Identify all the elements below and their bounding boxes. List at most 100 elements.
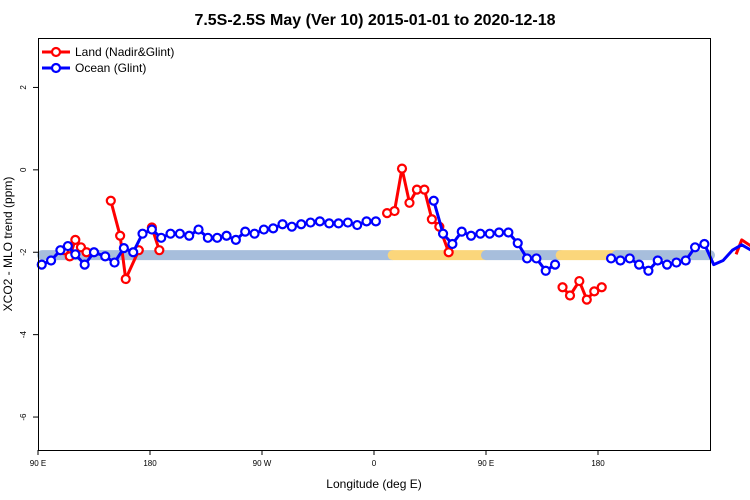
legend-item: Ocean (Glint) xyxy=(42,61,146,75)
y-tick-label: -6 xyxy=(19,413,28,421)
data-point xyxy=(426,214,437,225)
y-axis-label: XCO2 - MLO trend (ppm) xyxy=(1,177,15,312)
legend-swatch-marker xyxy=(50,62,62,74)
data-point xyxy=(314,216,325,227)
data-point xyxy=(230,234,241,245)
data-point xyxy=(62,240,73,252)
data-point xyxy=(564,290,576,301)
data-point xyxy=(484,228,495,239)
data-point xyxy=(184,230,195,241)
x-tick-label: 90 E xyxy=(478,459,494,468)
x-axis: 90 E 180 90 W 0 90 E 180 xyxy=(30,450,605,468)
data-point xyxy=(258,224,269,235)
data-point xyxy=(156,232,167,243)
data-point xyxy=(475,228,486,239)
data-point xyxy=(79,259,90,270)
data-point xyxy=(521,253,533,264)
data-point xyxy=(105,195,116,206)
data-point xyxy=(352,219,363,231)
data-point xyxy=(277,219,288,230)
data-point xyxy=(221,230,232,241)
y-tick-label: -4 xyxy=(19,331,28,339)
data-point xyxy=(342,217,353,228)
data-point xyxy=(286,221,297,232)
data-point xyxy=(512,238,523,249)
data-point xyxy=(361,216,372,227)
legend-item: Land (Nadir&Glint) xyxy=(42,45,174,59)
data-point xyxy=(174,228,185,239)
y-tick-label: 0 xyxy=(19,167,28,172)
data-point xyxy=(549,259,561,270)
data-point xyxy=(456,226,467,237)
data-point xyxy=(581,294,592,305)
legend-label: Land (Nadir&Glint) xyxy=(75,45,174,59)
data-point xyxy=(574,275,585,287)
data-point xyxy=(193,224,204,235)
series-land xyxy=(59,163,750,305)
data-point xyxy=(596,282,607,293)
data-point xyxy=(680,255,691,266)
data-point xyxy=(633,259,645,270)
x-tick-label: 90 W xyxy=(253,459,272,468)
y-tick-label: -2 xyxy=(19,248,28,256)
x-tick-label: 0 xyxy=(372,459,377,468)
data-point xyxy=(447,238,458,250)
data-point xyxy=(396,163,408,174)
data-point xyxy=(428,195,439,206)
data-point xyxy=(370,216,381,227)
series-layer xyxy=(36,163,750,305)
data-point xyxy=(531,253,542,264)
data-point xyxy=(45,255,57,266)
data-point xyxy=(120,273,131,285)
data-point xyxy=(503,227,514,238)
x-tick-label: 90 E xyxy=(30,459,46,468)
data-point xyxy=(240,226,251,237)
series-ocean xyxy=(36,195,750,276)
data-point xyxy=(324,218,335,229)
data-point xyxy=(465,230,477,241)
chart-title: 7.5S-2.5S May (Ver 10) 2015-01-01 to 202… xyxy=(194,12,555,29)
y-tick-label: 2 xyxy=(19,85,28,90)
data-point xyxy=(118,243,129,254)
data-point xyxy=(146,224,157,235)
data-point xyxy=(70,234,81,245)
data-point xyxy=(615,255,626,266)
data-point xyxy=(88,247,100,258)
data-point xyxy=(154,245,165,256)
y-axis: 2 0 -2 -4 -6 xyxy=(19,85,38,421)
data-point xyxy=(100,251,111,262)
data-point xyxy=(540,265,551,276)
series-line-segment xyxy=(109,200,141,281)
data-point xyxy=(443,247,454,258)
series-line-segment xyxy=(610,242,750,273)
data-point xyxy=(699,238,710,250)
data-point xyxy=(202,232,213,243)
data-point xyxy=(671,257,682,268)
data-point xyxy=(165,228,176,239)
data-point xyxy=(268,223,279,234)
data-point xyxy=(333,218,344,229)
data-point xyxy=(109,257,120,268)
legend: Land (Nadir&Glint) Ocean (Glint) xyxy=(42,45,174,75)
data-point xyxy=(296,219,307,230)
data-point xyxy=(36,259,47,270)
data-point xyxy=(115,230,126,241)
legend-swatch-marker xyxy=(50,46,62,58)
data-point xyxy=(389,205,400,217)
x-axis-label: Longitude (deg E) xyxy=(326,477,421,491)
data-point xyxy=(493,227,505,238)
data-point xyxy=(249,228,260,239)
data-point xyxy=(643,265,654,276)
data-point xyxy=(437,228,449,239)
data-point xyxy=(661,259,673,270)
legend-label: Ocean (Glint) xyxy=(75,61,146,75)
data-point xyxy=(589,286,600,297)
data-point xyxy=(652,255,663,266)
data-point xyxy=(212,232,223,243)
x-tick-label: 180 xyxy=(591,459,605,468)
data-point xyxy=(419,184,430,195)
data-point xyxy=(70,249,81,260)
x-tick-label: 180 xyxy=(143,459,157,468)
